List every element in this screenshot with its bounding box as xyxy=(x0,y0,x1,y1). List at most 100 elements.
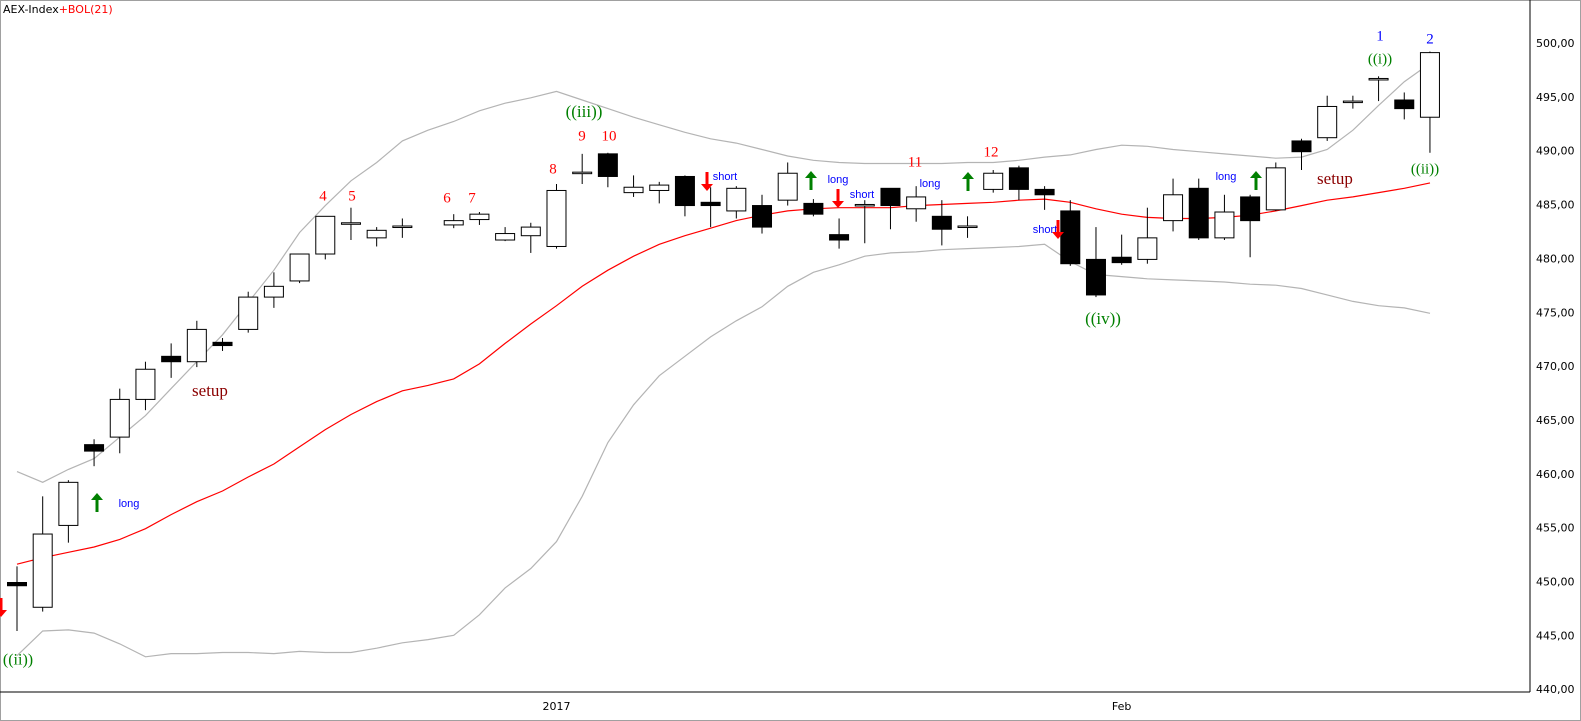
candle-body xyxy=(623,186,644,194)
signal-arrow-head xyxy=(1250,171,1262,178)
annotation: ((iii)) xyxy=(566,102,603,121)
y-tick-label: 470,00 xyxy=(1536,360,1575,373)
annotation: ((ii)) xyxy=(1411,161,1439,177)
candle-body xyxy=(1394,99,1415,110)
candle-body xyxy=(674,175,695,207)
candle-body xyxy=(957,225,978,229)
candle-body xyxy=(777,172,798,201)
annotation: long xyxy=(1216,171,1237,183)
candle-body xyxy=(1368,77,1389,81)
candle-body xyxy=(161,355,182,363)
signal-arrow-head xyxy=(701,184,713,191)
annotation: 2 xyxy=(1426,31,1434,47)
y-tick-label: 445,00 xyxy=(1536,629,1575,642)
annotation: ((iv)) xyxy=(1085,309,1121,328)
candle-body xyxy=(1034,188,1055,196)
y-tick-label: 440,00 xyxy=(1536,683,1575,696)
annotation: long xyxy=(828,174,849,186)
annotation: ((ii)) xyxy=(3,652,33,669)
signal-arrow-head xyxy=(91,493,103,500)
annotation: 8 xyxy=(549,161,557,177)
candle-body xyxy=(443,220,464,226)
candle-body xyxy=(597,153,618,177)
candle-body xyxy=(983,172,1004,190)
signal-arrow-head xyxy=(962,172,974,179)
candle-body xyxy=(931,215,952,230)
candle-body xyxy=(1317,105,1338,139)
candle-body xyxy=(238,296,259,330)
candle-body xyxy=(1137,237,1158,260)
y-tick-label: 465,00 xyxy=(1536,414,1575,427)
overlay-label: +BOL(21) xyxy=(59,3,113,16)
annotation: 1 xyxy=(1376,28,1384,44)
x-tick-label: 2017 xyxy=(542,700,570,713)
candle-body xyxy=(520,226,541,237)
candle-body xyxy=(392,225,413,229)
y-tick-label: 475,00 xyxy=(1536,306,1575,319)
title-line: AEX-Index+BOL(21) xyxy=(3,3,113,16)
candle-body xyxy=(1163,194,1184,222)
candle-body xyxy=(546,189,567,247)
candle-body xyxy=(340,222,361,225)
y-tick-label: 480,00 xyxy=(1536,252,1575,265)
candle-body xyxy=(186,328,207,363)
candle-body xyxy=(1085,258,1106,296)
candle-body xyxy=(1240,196,1261,222)
candle-body xyxy=(469,213,490,221)
candle-body xyxy=(263,285,284,298)
candle-body xyxy=(854,203,875,207)
candle-body xyxy=(366,229,387,239)
annotation: 12 xyxy=(984,144,999,160)
candle-body xyxy=(1060,210,1081,265)
annotation: short xyxy=(850,189,874,201)
band-lower xyxy=(16,243,1431,658)
annotation: 4 xyxy=(319,188,327,204)
candle-body xyxy=(84,444,105,452)
annotation: 9 xyxy=(578,128,586,144)
candle-body xyxy=(1008,167,1029,190)
annotation: setup xyxy=(1317,169,1353,188)
candle-body xyxy=(1291,140,1312,153)
candles xyxy=(7,51,1440,631)
annotation: 5 xyxy=(348,188,356,204)
candle-body xyxy=(289,253,310,282)
signal-arrow-head xyxy=(832,201,844,208)
candle-body xyxy=(906,196,927,210)
annotation: setup xyxy=(192,381,228,400)
candle-body xyxy=(1342,100,1363,104)
y-tick-label: 460,00 xyxy=(1536,468,1575,481)
y-tick-label: 455,00 xyxy=(1536,522,1575,535)
y-tick-label: 490,00 xyxy=(1536,145,1575,158)
candle-body xyxy=(726,187,747,212)
candle-body xyxy=(803,202,824,215)
candle-body xyxy=(880,187,901,207)
y-tick-label: 450,00 xyxy=(1536,576,1575,589)
candle-body xyxy=(58,481,79,526)
candle-body xyxy=(135,368,156,400)
annotation: short xyxy=(713,171,737,183)
candle-body xyxy=(752,205,773,228)
candle-body xyxy=(32,533,53,608)
y-tick-label: 485,00 xyxy=(1536,199,1575,212)
candle-body xyxy=(829,234,850,241)
candle-body xyxy=(700,201,721,207)
candle-body xyxy=(1214,211,1235,239)
x-tick-label: Feb xyxy=(1112,700,1131,713)
annotation: ((i)) xyxy=(1368,51,1392,67)
candle-body xyxy=(649,184,670,191)
candle-body xyxy=(1419,52,1440,118)
annotation: long xyxy=(920,178,941,190)
annotation: 7 xyxy=(468,190,476,206)
annotation: short xyxy=(1033,224,1057,236)
annotation: 6 xyxy=(443,190,451,206)
annotation: long xyxy=(119,498,140,510)
candle-body xyxy=(1265,167,1286,211)
candle-body xyxy=(315,215,336,255)
y-tick-label: 500,00 xyxy=(1536,37,1575,50)
signal-arrow-head xyxy=(0,610,7,617)
candle-body xyxy=(495,233,516,241)
annotation: 11 xyxy=(908,154,922,170)
